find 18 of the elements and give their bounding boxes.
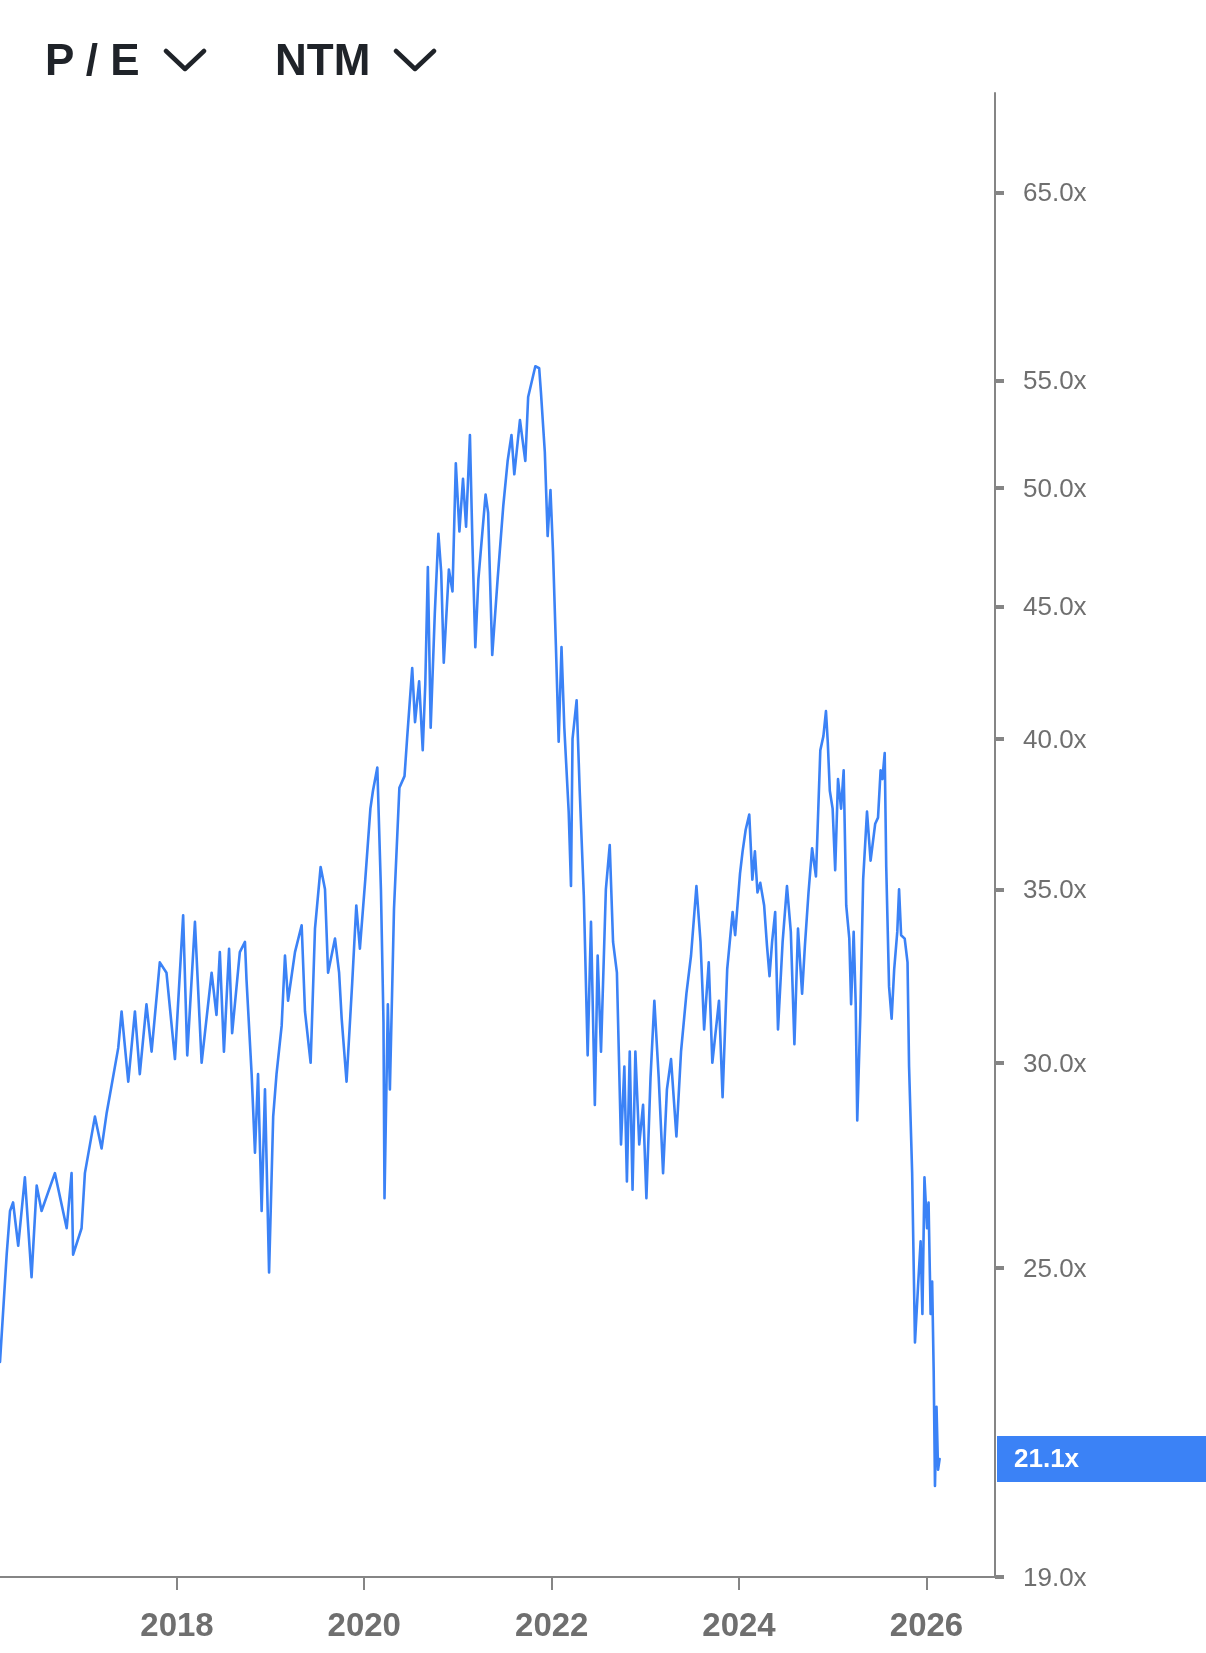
x-tick-label: 2020 [327,1606,401,1643]
chart-subtitle: NTM [275,35,371,84]
y-tick-label: 55.0x [1023,365,1087,396]
y-tick-label: 25.0x [1023,1253,1087,1284]
y-tick-label: 50.0x [1023,472,1087,503]
x-tick-label: 2022 [515,1606,589,1643]
y-tick-label: 40.0x [1023,723,1087,754]
y-tick-label: 19.0x [1023,1562,1087,1592]
y-tick-label: 35.0x [1023,874,1087,905]
x-tick-label: 2026 [889,1606,964,1643]
y-tick-label: 30.0x [1023,1047,1087,1078]
x-tick-label: 2024 [702,1606,777,1643]
y-tick-label: 65.0x [1023,177,1087,208]
annotation: 21.1x [997,1435,1206,1482]
x-tick-label: 2018 [140,1606,214,1643]
y-tick-label: 45.0x [1023,591,1087,622]
line-series [0,364,941,1488]
chart-title: P / E [45,35,140,84]
